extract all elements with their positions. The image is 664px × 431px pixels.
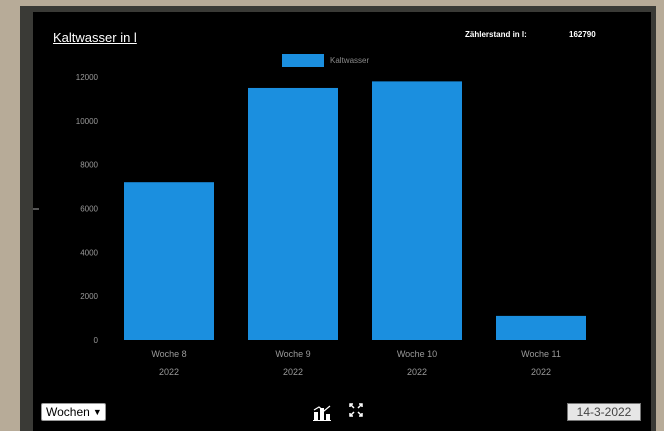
meter-reading-value: 162790 [569, 30, 596, 39]
x-tick-label: Woche 8 [151, 349, 186, 359]
x-tick-label: 2022 [407, 367, 427, 377]
chart-legend[interactable]: Kaltwasser [282, 54, 369, 67]
x-tick-label: Woche 9 [275, 349, 310, 359]
chevron-down-icon: ▼ [92, 407, 102, 417]
y-tick-label: 8000 [80, 161, 98, 170]
y-tick-label: 10000 [76, 117, 99, 126]
resize-handle [33, 208, 39, 210]
bar[interactable] [496, 315, 586, 340]
date-input[interactable]: 14-3-2022 [567, 403, 641, 421]
x-tick-label: 2022 [531, 367, 551, 377]
x-tick-label: 2022 [283, 367, 303, 377]
y-tick-label: 0 [94, 336, 99, 345]
legend-swatch [282, 54, 324, 67]
period-select[interactable]: Wochen ▼ [41, 403, 106, 421]
legend-label: Kaltwasser [330, 56, 370, 65]
bar-chart: 0 2000 4000 6000 8000 10000 12000 Woche 8 2022 Wo… [76, 73, 586, 377]
bar[interactable] [124, 182, 214, 340]
y-tick-label: 12000 [76, 73, 99, 82]
chart-panel: Kaltwasser in l Zählerstand in l: 162790… [33, 12, 651, 431]
y-tick-label: 2000 [80, 292, 98, 301]
y-tick-label: 6000 [80, 205, 98, 214]
x-tick-label: Woche 11 [521, 349, 561, 359]
bar[interactable] [372, 81, 462, 340]
x-tick-label: Woche 10 [397, 349, 437, 359]
page-title: Kaltwasser in l [53, 30, 137, 45]
x-tick-label: 2022 [159, 367, 179, 377]
fullscreen-icon[interactable] [349, 403, 363, 417]
y-tick-label: 4000 [80, 248, 98, 257]
bar-chart-icon[interactable] [313, 405, 331, 421]
bar[interactable] [248, 87, 338, 340]
date-input-value: 14-3-2022 [576, 405, 632, 419]
meter-reading-label: Zählerstand in l: [465, 30, 527, 39]
period-select-value: Wochen [46, 405, 90, 419]
